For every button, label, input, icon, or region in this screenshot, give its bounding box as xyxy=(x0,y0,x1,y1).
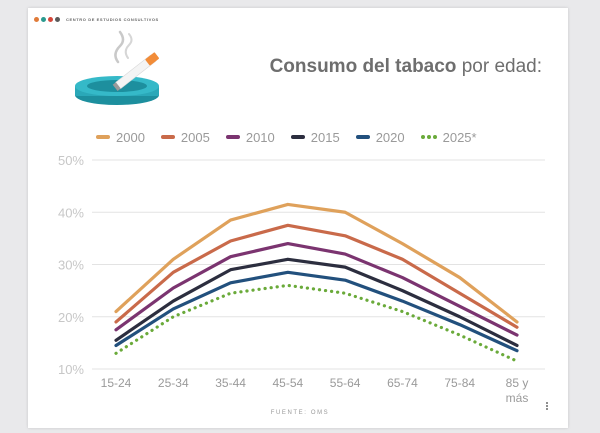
legend-label: 2005 xyxy=(180,129,210,145)
x-tick-label: 75-84 xyxy=(444,376,475,390)
x-tick-label: 85 y más xyxy=(506,376,529,405)
title-bold: Consumo del tabaco xyxy=(269,56,457,77)
source-note: FUENTE: OMS xyxy=(270,410,330,416)
legend-item: 2015 xyxy=(290,129,340,145)
y-tick-label: 40% xyxy=(58,205,84,220)
legend-item: 2005 xyxy=(160,129,210,145)
legend-item: 2025* xyxy=(420,129,477,145)
y-axis-ticks: 50% 40% 30% 20% 10% xyxy=(58,153,84,377)
legend-label: 2015 xyxy=(310,129,340,145)
legend-swatch xyxy=(160,135,175,139)
series-line-2020 xyxy=(114,270,519,353)
series-line-2000 xyxy=(114,202,519,324)
legend-label: 2025* xyxy=(442,129,477,145)
page-title: Consumo del tabaco por edad: xyxy=(270,56,542,78)
legend-swatch xyxy=(290,135,305,139)
legend-label: 2010 xyxy=(245,129,275,145)
legend-swatch xyxy=(96,135,110,139)
legend-swatch xyxy=(225,135,240,139)
series-line-2025proj xyxy=(114,283,519,363)
legend-swatch xyxy=(355,135,370,139)
brand-text: CENTRO DE ESTUDIOS CONSULTIVOS xyxy=(66,16,159,22)
x-tick-label: 25-34 xyxy=(158,376,189,390)
x-tick-label: 65-74 xyxy=(387,376,418,390)
legend-item: 2010 xyxy=(225,129,275,145)
brand-dot xyxy=(41,16,46,22)
x-tick-label: 15-24 xyxy=(101,376,132,390)
y-tick-label: 50% xyxy=(58,153,84,168)
legend-label: 2000 xyxy=(116,129,145,145)
ashtray-cigarette-icon xyxy=(75,30,159,105)
y-tick-label: 30% xyxy=(58,258,84,273)
y-tick-label: 20% xyxy=(58,310,84,325)
more-options-icon[interactable] xyxy=(546,402,548,410)
legend-swatch xyxy=(420,135,437,139)
legend-item: 2000 xyxy=(96,130,145,145)
series-line-2005 xyxy=(114,223,519,329)
brand-logo: CENTRO DE ESTUDIOS CONSULTIVOS xyxy=(34,14,159,24)
y-tick-label: 10% xyxy=(58,362,84,377)
x-tick-label: 45-54 xyxy=(273,376,304,390)
series-line-2015 xyxy=(114,257,519,348)
x-tick-label: 55-64 xyxy=(330,376,361,390)
brand-dot xyxy=(48,16,53,22)
series-line-2010 xyxy=(114,242,519,337)
legend-label: 2020 xyxy=(375,129,405,145)
brand-dot xyxy=(34,16,39,22)
title-rest: por edad: xyxy=(456,56,542,77)
legend-item: 2020 xyxy=(355,129,405,145)
brand-dot xyxy=(55,16,60,22)
x-tick-label: 35-44 xyxy=(215,376,246,390)
chart-legend: 2000 2005 2010 2015 2020 2025* xyxy=(96,128,536,146)
chart-series xyxy=(114,202,519,363)
